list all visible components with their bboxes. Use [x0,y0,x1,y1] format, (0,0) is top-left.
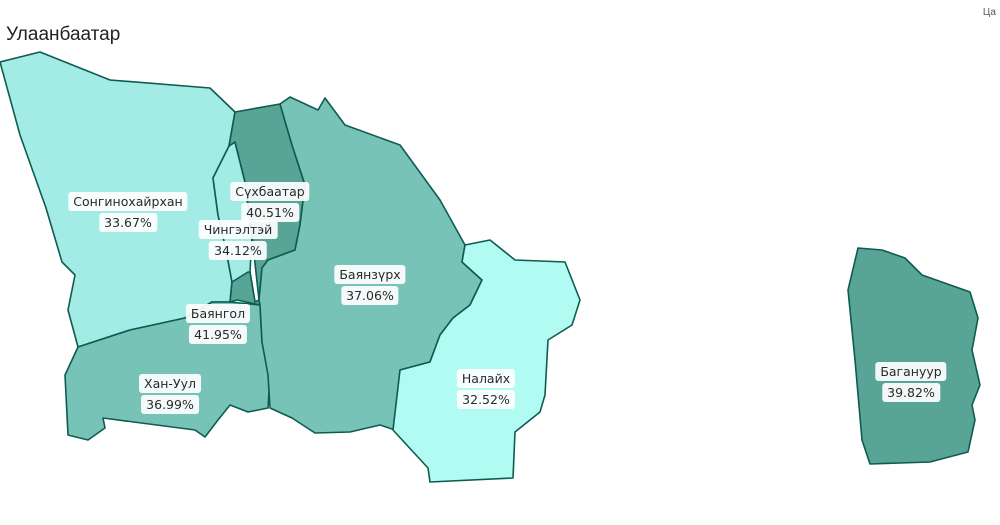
map-title: Улаанбаатар [6,24,121,45]
corner-note: Ца [982,7,996,18]
region-baganuur[interactable] [847,247,981,465]
region-nalaikh[interactable] [392,239,581,483]
region-songinokhairkhan[interactable] [0,51,236,348]
